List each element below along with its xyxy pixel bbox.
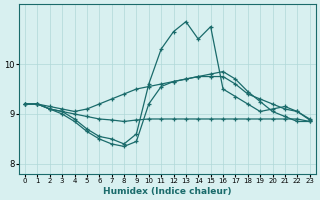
X-axis label: Humidex (Indice chaleur): Humidex (Indice chaleur) bbox=[103, 187, 232, 196]
